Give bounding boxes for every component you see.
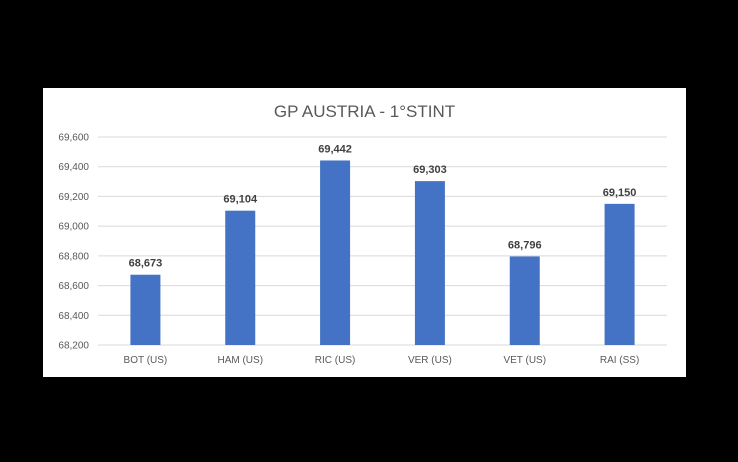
y-tick-label: 69,400 [58, 162, 89, 173]
category-label: VER (US) [408, 355, 452, 366]
data-label: 68,796 [508, 239, 542, 251]
y-axis-ticks: 68,200 68,400 68,600 68,800 69,000 69,200 69,4… [58, 133, 89, 352]
chart-panel: GP AUSTRIA - 1°STINT 68,200 68,400 68,600 6… [43, 88, 686, 377]
y-tick-label: 68,600 [58, 281, 89, 292]
data-label: 68,673 [129, 258, 163, 270]
y-tick-label: 68,400 [58, 311, 89, 322]
data-label: 69,442 [318, 143, 352, 155]
category-label: BOT (US) [124, 355, 168, 366]
bar [225, 210, 256, 345]
data-label: 69,150 [603, 187, 637, 199]
category-label: RIC (US) [315, 355, 356, 366]
gridlines [98, 136, 667, 346]
y-tick-label: 69,200 [58, 192, 89, 203]
bar [509, 256, 540, 345]
bars [130, 160, 635, 345]
bar [414, 181, 445, 345]
bar [320, 160, 351, 345]
y-tick-label: 69,000 [58, 222, 89, 233]
category-label: RAI (SS) [600, 355, 639, 366]
y-tick-label: 68,800 [58, 251, 89, 262]
data-labels: 68,673 69,104 69,442 69,303 68,796 69,150 [129, 143, 637, 269]
bar [604, 203, 635, 345]
y-tick-label: 68,200 [58, 341, 89, 352]
bar-chart: GP AUSTRIA - 1°STINT 68,20068,40068,6006… [58, 102, 667, 366]
chart-title: GP AUSTRIA - 1°STINT [274, 102, 455, 121]
bar [130, 274, 161, 345]
data-label: 69,104 [223, 194, 258, 206]
category-label: VET (US) [503, 355, 546, 366]
y-tick-label: 69,600 [58, 133, 89, 144]
data-label: 69,303 [413, 164, 447, 176]
category-label: HAM (US) [217, 355, 263, 366]
x-axis-categories: BOT (US) HAM (US) RIC (US) VER (US) VET (US)… [124, 355, 640, 366]
